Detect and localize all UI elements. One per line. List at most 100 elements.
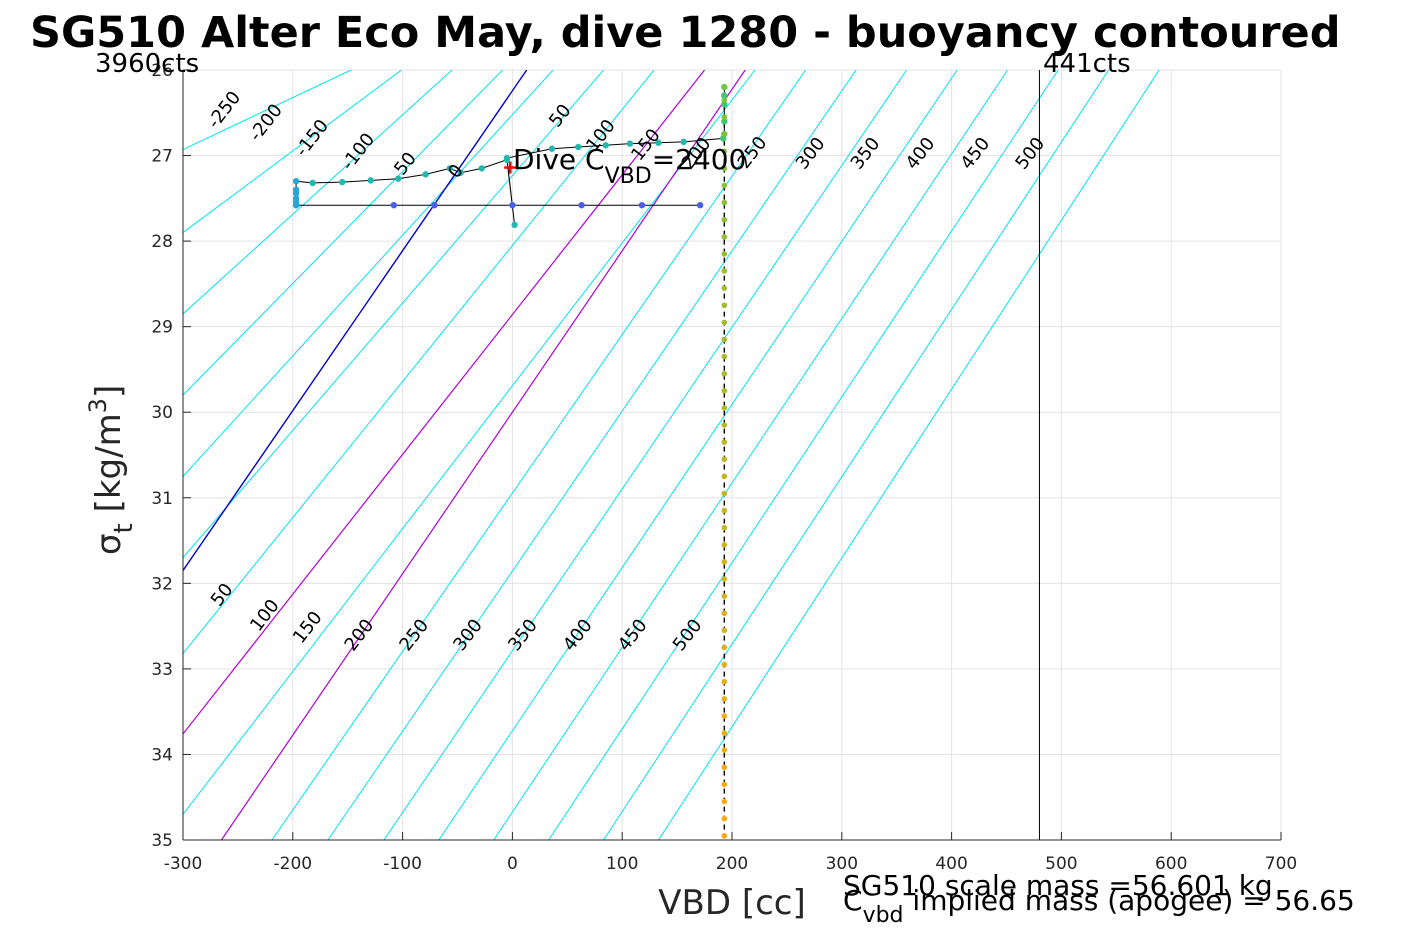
track-point [680, 138, 687, 146]
dive-c-prefix: Dive C [513, 143, 605, 176]
contour-line [183, 70, 554, 477]
track-point [696, 201, 704, 209]
track-point [721, 92, 728, 99]
upper-contour-label: -250 [203, 87, 245, 132]
y-axis-label-close: ] [89, 385, 129, 398]
contour-line [183, 70, 352, 151]
ascent-point [721, 610, 728, 617]
track-point [457, 169, 464, 176]
ascent-point [721, 781, 728, 788]
lower-contour-label: 250 [395, 615, 433, 655]
ascent-point [721, 696, 728, 702]
y-axis-label-main: σ [89, 533, 129, 555]
ascent-point [721, 182, 728, 189]
data-points [292, 83, 728, 839]
lower-contour-label: 300 [449, 615, 487, 655]
track-point [446, 165, 454, 172]
contour-line [383, 70, 907, 840]
contour-line [548, 70, 1059, 840]
track-point [575, 143, 582, 151]
ascent-point [721, 713, 728, 719]
ascent-point [721, 114, 728, 120]
x-tick-label: 600 [1155, 854, 1187, 874]
upper-contour-label: 400 [902, 134, 940, 174]
contour-line [493, 70, 1009, 840]
lower-contour-label: 400 [559, 615, 597, 655]
ascent-point [721, 678, 728, 685]
purple-contour-line [183, 70, 706, 735]
track-point [721, 101, 728, 108]
track-point [509, 201, 516, 209]
contour-line [438, 70, 958, 840]
dive-track [295, 87, 725, 225]
dive-track-line [295, 87, 725, 225]
ascent-point [721, 559, 728, 565]
ascent-point [721, 644, 728, 651]
purple-contour-line [220, 70, 746, 840]
ascent-point [721, 507, 728, 514]
chart-title: SG510 Alter Eco May, dive 1280 - buoyanc… [30, 8, 1341, 58]
ascent-point [721, 405, 728, 411]
contour-line [271, 70, 806, 840]
upper-contour-label: 350 [847, 134, 885, 174]
y-axis-label-unit: [kg/m [89, 413, 129, 523]
contour-line [183, 70, 655, 654]
right-counts-label: 441cts [1043, 49, 1131, 79]
y-axis-label-sub: t [109, 523, 139, 533]
upper-contour-label: 0 [444, 161, 468, 183]
upper-contour-label: -200 [245, 100, 287, 145]
track-point [638, 201, 646, 209]
left-counts-label: 3960cts [95, 49, 199, 79]
ascent-point [721, 216, 728, 223]
ascent-point [721, 473, 728, 480]
scale-mass-annotation: SG510 scale mass =56.601 kg [843, 869, 1273, 902]
track-point [655, 139, 662, 146]
track-point [367, 177, 374, 184]
implied-mass-prefix: C [843, 884, 863, 917]
x-tick-label: 0 [507, 854, 518, 874]
track-point [309, 179, 316, 187]
contour-line [658, 70, 1160, 840]
contour-line [327, 70, 857, 840]
lower-contour-label: 150 [289, 608, 327, 648]
ascent-point [721, 747, 728, 753]
y-tick-label: 28 [151, 232, 173, 252]
contour-lines [183, 70, 1160, 840]
lower-contour-label: 450 [614, 615, 652, 655]
y-tick-label: 35 [151, 831, 173, 851]
track-point [478, 165, 485, 172]
ascent-point [721, 576, 728, 582]
lower-contour-label: 350 [504, 615, 542, 655]
ascent-point [721, 542, 728, 548]
y-tick-label: 31 [151, 489, 173, 509]
ascent-point [721, 148, 728, 155]
track-point [503, 154, 511, 162]
ascent-point [721, 84, 728, 90]
lower-contour-label: 200 [341, 615, 379, 655]
y-tick-label: 32 [151, 574, 173, 594]
implied-mass-subscript: vbd [863, 903, 904, 928]
upper-contour-label: 50 [545, 100, 576, 131]
ascent-point [721, 353, 728, 360]
ascent-point [721, 234, 728, 240]
dive-c-value: =2400 [652, 143, 747, 176]
y-tick-label: 29 [151, 318, 173, 338]
ascent-point [721, 490, 728, 497]
grid [182, 69, 1282, 841]
x-tick-label: -200 [274, 854, 313, 874]
x-tick-label: 100 [606, 854, 638, 874]
x-tick-label: -100 [383, 854, 422, 874]
lower-contour-label: 50 [207, 580, 238, 611]
axes: -300 -200 -100 0 100 200 300 400 500 600 700262728… [151, 61, 1297, 874]
ascent-point [721, 302, 728, 309]
contour-line [183, 70, 503, 396]
upper-contour-label: 300 [792, 134, 830, 174]
ascent-point [721, 627, 728, 634]
lower-contour-label: 100 [246, 596, 284, 636]
x-tick-label: 700 [1265, 854, 1297, 874]
track-point [390, 201, 398, 209]
y-axis-label-sup: 3 [84, 398, 112, 413]
track-point [626, 140, 634, 147]
contour-line [183, 70, 756, 815]
ascent-point [721, 456, 728, 463]
